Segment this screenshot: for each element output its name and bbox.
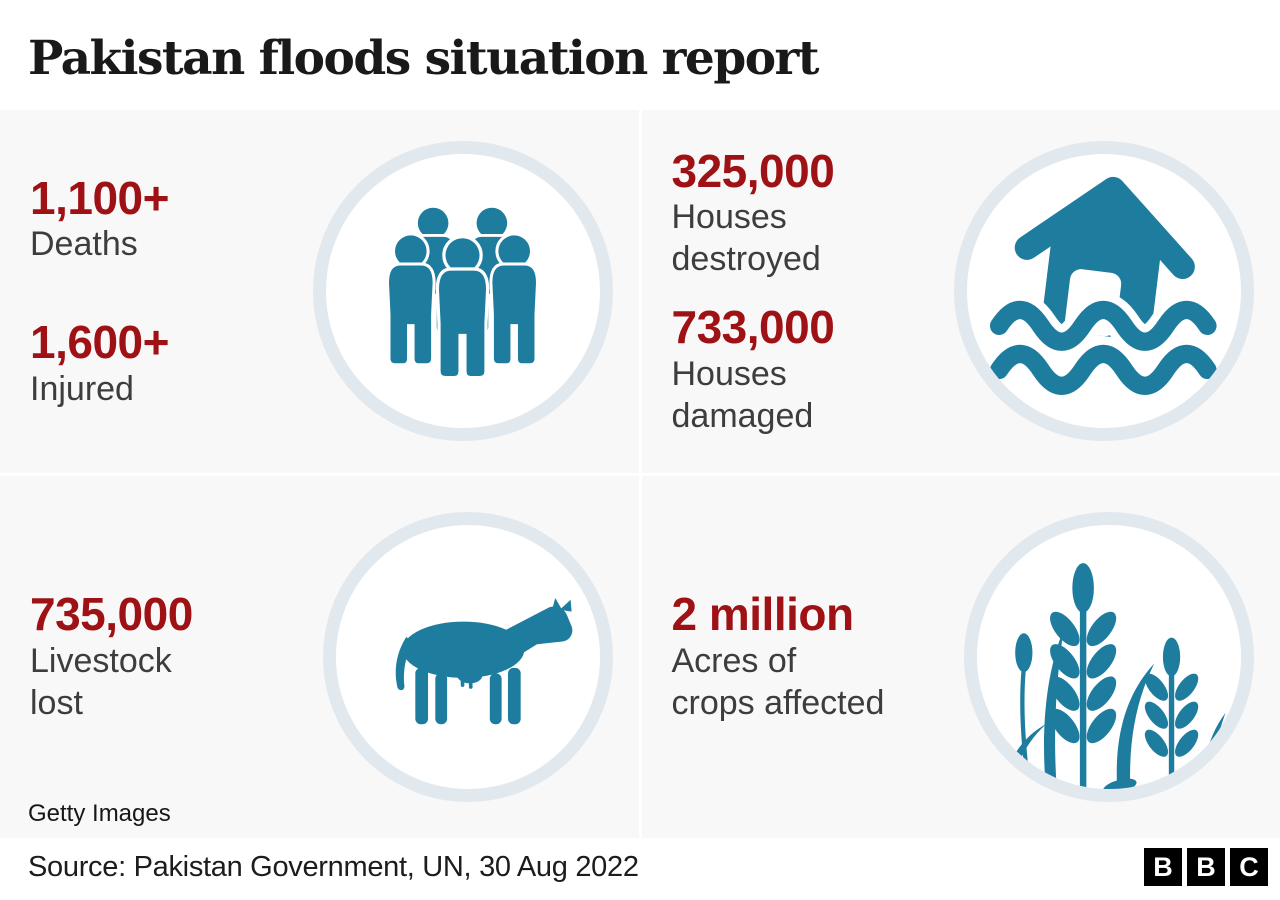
stat-label-line: Houses — [671, 354, 787, 393]
flooded-house-icon — [954, 141, 1254, 442]
quadrant-houses: 325,000 Houses destroyed 733,000 Houses … — [641, 110, 1280, 473]
quadrant-crops: 2 million Acres of crops affected — [641, 475, 1280, 838]
stat-crops-affected: 2 million Acres of crops affected — [672, 590, 885, 723]
stat-value: 735,000 — [30, 588, 193, 641]
header: Pakistan floods situation report — [0, 0, 1280, 110]
stat-label-line: lost — [30, 683, 83, 722]
crops-text: 2 million Acres of crops affected — [672, 590, 885, 723]
stat-label-line: damaged — [671, 396, 814, 435]
stat-value: 1,600+ — [30, 316, 169, 369]
stat-houses-destroyed: 325,000 Houses destroyed — [671, 144, 835, 280]
stat-value: 1,100+ — [30, 171, 169, 224]
stat-label-line: Houses — [671, 198, 787, 237]
stat-label-line: crops affected — [671, 683, 885, 722]
stat-livestock-lost: 735,000 Livestock lost — [30, 590, 193, 723]
bbc-logo-block: C — [1230, 848, 1268, 886]
source-text: Source: Pakistan Government, UN, 30 Aug … — [28, 850, 639, 883]
stat-value: 733,000 — [671, 301, 835, 354]
stat-value: 325,000 — [671, 144, 835, 197]
cow-icon — [322, 511, 613, 802]
stat-label: Deaths — [30, 225, 138, 264]
footer: Source: Pakistan Government, UN, 30 Aug … — [0, 838, 1280, 900]
image-credit: Getty Images — [28, 800, 171, 827]
stat-label-line: Acres of — [671, 641, 797, 680]
stat-value: 2 million — [671, 588, 855, 641]
casualties-text: 1,100+ Deaths 1,600+ Injured — [30, 174, 169, 409]
stat-injured: 1,600+ Injured — [30, 318, 169, 408]
people-group-icon — [312, 141, 613, 442]
quadrant-casualties: 1,100+ Deaths 1,600+ Injured — [0, 110, 639, 473]
bbc-logo-block: B — [1187, 848, 1225, 886]
houses-text: 325,000 Houses destroyed 733,000 Houses … — [671, 144, 835, 436]
stat-label-line: destroyed — [671, 240, 821, 279]
stat-deaths: 1,100+ Deaths — [30, 174, 169, 264]
wheat-icon — [964, 511, 1254, 802]
bbc-logo-block: B — [1144, 848, 1182, 886]
page-title: Pakistan floods situation report — [28, 30, 820, 86]
livestock-text: 735,000 Livestock lost — [30, 590, 193, 723]
stat-label: Injured — [30, 369, 134, 408]
quadrant-livestock: 735,000 Livestock lost — [0, 475, 639, 838]
bbc-logo: B B C — [1144, 848, 1268, 886]
stat-label-line: Livestock — [30, 641, 172, 680]
stat-houses-damaged: 733,000 Houses damaged — [672, 303, 835, 436]
stats-grid: 1,100+ Deaths 1,600+ Injured — [0, 110, 1280, 838]
